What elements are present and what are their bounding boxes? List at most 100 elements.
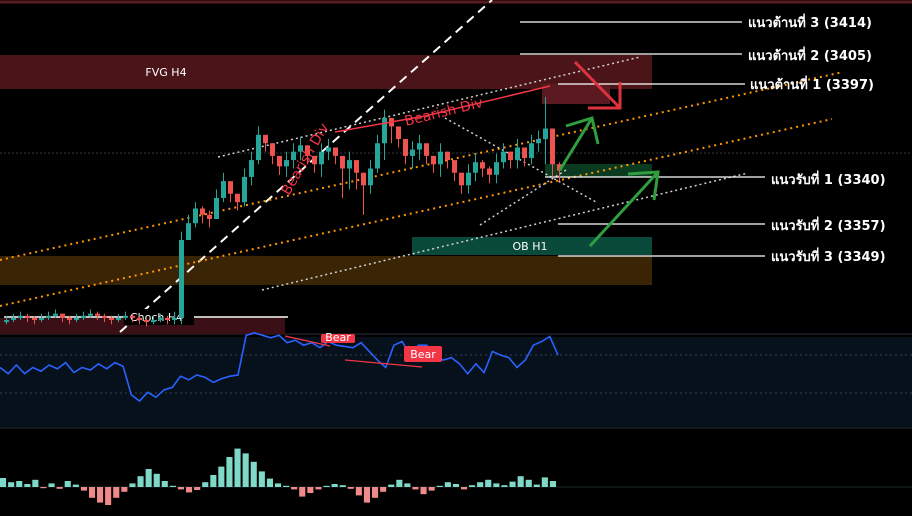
momentum-bar bbox=[299, 487, 306, 497]
candle-body bbox=[550, 128, 555, 165]
candle-body bbox=[431, 155, 436, 165]
momentum-bar bbox=[339, 485, 346, 487]
candle-body bbox=[368, 168, 373, 186]
momentum-bar bbox=[533, 484, 540, 487]
momentum-bar bbox=[283, 485, 290, 487]
momentum-bar bbox=[89, 487, 96, 498]
rsi-bear-div-line-1 bbox=[284, 335, 331, 347]
momentum-bar bbox=[275, 483, 282, 487]
candle-body bbox=[480, 162, 485, 169]
momentum-bar bbox=[218, 466, 225, 487]
choch-zone bbox=[0, 318, 285, 334]
candle-body bbox=[487, 168, 492, 175]
momentum-bar bbox=[234, 448, 241, 487]
candle-body bbox=[536, 139, 541, 144]
choch-label-background bbox=[124, 309, 194, 325]
momentum-bar bbox=[517, 476, 524, 487]
momentum-bar bbox=[48, 483, 55, 487]
momentum-bar bbox=[315, 487, 322, 490]
candle-body bbox=[312, 155, 317, 165]
fvg-h4-zone bbox=[0, 55, 652, 89]
rsi-pane-background bbox=[0, 337, 912, 427]
resistance-1-label: แนวต้านที่ 1 (3397) bbox=[750, 75, 874, 93]
momentum-bar bbox=[202, 482, 209, 487]
rsi-bear-div-line-2 bbox=[344, 359, 423, 368]
momentum-bar bbox=[404, 483, 411, 487]
candle-body bbox=[319, 151, 324, 165]
candle-body bbox=[74, 317, 79, 320]
momentum-bar bbox=[56, 487, 63, 489]
candle-body bbox=[438, 151, 443, 165]
rsi-line bbox=[0, 331, 559, 403]
rsi-bear-text-1: Bear bbox=[325, 331, 351, 344]
upper-white-dotted-channel bbox=[217, 56, 641, 158]
candle-body bbox=[515, 147, 520, 161]
triangle-upper-line bbox=[444, 117, 597, 203]
momentum-bar bbox=[428, 487, 435, 491]
rsi-bear-badge-2 bbox=[404, 346, 442, 362]
resistance-3-label: แนวต้านที่ 3 (3414) bbox=[748, 13, 872, 31]
candle-body bbox=[123, 315, 128, 318]
bearish-div-line-1 bbox=[334, 115, 426, 133]
candle-body bbox=[81, 315, 86, 318]
candle-body bbox=[557, 164, 562, 171]
candle-body bbox=[130, 315, 135, 318]
momentum-bar bbox=[549, 481, 556, 487]
candle-body bbox=[95, 313, 100, 316]
orange-channel-lower bbox=[0, 118, 833, 307]
momentum-bar bbox=[363, 487, 370, 503]
resistance-1-zone bbox=[542, 84, 610, 104]
candle-body bbox=[501, 151, 506, 163]
candle-body bbox=[88, 313, 93, 316]
momentum-bar bbox=[525, 479, 532, 487]
rsi-bear-text-2: Bear bbox=[410, 348, 436, 361]
candle-body bbox=[459, 172, 464, 186]
momentum-bar bbox=[8, 482, 15, 487]
momentum-bar bbox=[396, 479, 403, 487]
candle-body bbox=[382, 118, 387, 144]
candle-body bbox=[326, 147, 331, 152]
candle-body bbox=[473, 162, 478, 173]
candle-body bbox=[452, 160, 457, 173]
momentum-bar bbox=[242, 453, 249, 487]
momentum-bar bbox=[258, 471, 265, 487]
momentum-bar bbox=[129, 483, 136, 487]
candle-body bbox=[102, 315, 107, 318]
triangle-lower-line bbox=[479, 169, 567, 226]
momentum-bar bbox=[493, 483, 500, 487]
candle-body bbox=[396, 126, 401, 140]
green-arrow-up-icon-1 bbox=[558, 116, 600, 171]
candle-body bbox=[11, 317, 16, 320]
momentum-bar bbox=[210, 475, 217, 487]
momentum-bar bbox=[153, 473, 160, 487]
candle-body bbox=[53, 313, 58, 316]
candle-body bbox=[207, 214, 212, 219]
candle-body bbox=[424, 143, 429, 156]
momentum-bar bbox=[24, 484, 31, 487]
candle-body bbox=[277, 155, 282, 167]
momentum-bar bbox=[412, 487, 419, 490]
momentum-bar bbox=[436, 485, 443, 487]
candle-body bbox=[361, 172, 366, 186]
candle-body bbox=[270, 143, 275, 156]
candle-body bbox=[284, 160, 289, 167]
momentum-bar bbox=[177, 487, 184, 490]
bearish-div-line-2 bbox=[424, 85, 551, 117]
momentum-bar bbox=[186, 487, 193, 493]
candle-body bbox=[200, 208, 205, 215]
candle-body bbox=[347, 160, 352, 169]
momentum-bar bbox=[40, 487, 47, 489]
candle-body bbox=[543, 128, 548, 140]
momentum-bar bbox=[266, 478, 273, 487]
momentum-bar bbox=[0, 478, 7, 487]
candle-body bbox=[445, 151, 450, 161]
candle-body bbox=[410, 149, 415, 156]
momentum-bar bbox=[444, 482, 451, 487]
momentum-bar bbox=[97, 487, 104, 503]
candle-body bbox=[417, 143, 422, 150]
candle-body bbox=[165, 317, 170, 320]
candle-body bbox=[291, 151, 296, 161]
resistance-2-label: แนวต้านที่ 2 (3405) bbox=[748, 46, 872, 64]
candle-body bbox=[172, 317, 177, 320]
momentum-bar bbox=[113, 487, 120, 498]
